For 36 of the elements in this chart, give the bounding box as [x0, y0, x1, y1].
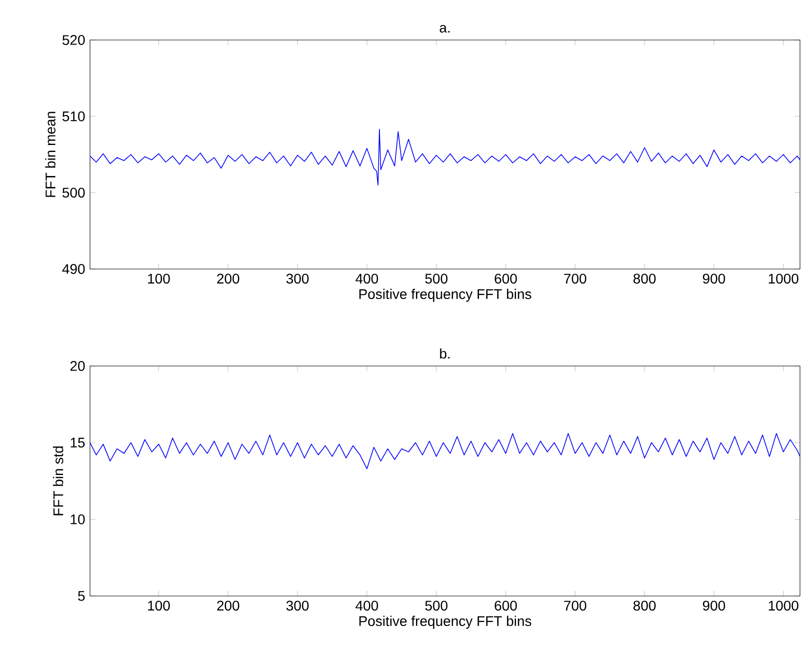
y-tick-label: 510: [62, 111, 85, 122]
x-tick-label: 500: [425, 274, 448, 284]
x-tick-label: 800: [633, 600, 656, 611]
chart-title: a.: [440, 24, 450, 33]
y-tick-label: 15: [70, 438, 85, 448]
line-series: [90, 433, 800, 470]
x-tick-label: 1000: [768, 600, 798, 611]
y-tick-label: 500: [62, 188, 85, 198]
y-tick-label: 520: [62, 35, 85, 45]
x-tick-label: 500: [425, 600, 448, 611]
chart-title: b.: [440, 348, 450, 359]
x-axis-title: Positive frequency FFT bins: [359, 288, 532, 302]
y-tick-label: 10: [70, 514, 85, 524]
x-tick-label: 400: [356, 600, 378, 611]
y-tick-label: 5: [78, 591, 85, 601]
x-tick-label: 900: [702, 274, 726, 284]
x-axis-title: Positive frequency FFT bins: [359, 616, 532, 629]
x-tick-label: 700: [564, 274, 586, 284]
x-tick-label: 800: [633, 274, 656, 284]
x-tick-label: 300: [286, 274, 309, 284]
x-tick-label: 700: [564, 600, 586, 611]
x-tick-label: 100: [148, 600, 170, 611]
x-tick-label: 600: [494, 600, 517, 611]
x-tick-label: 100: [148, 274, 170, 284]
x-tick-label: 400: [356, 274, 378, 284]
line-series: [90, 128, 800, 186]
y-axis-title: FFT bin mean: [45, 112, 56, 197]
y-axis-title: FFT bin std: [52, 446, 64, 516]
x-tick-label: 200: [217, 274, 240, 284]
x-tick-label: 200: [217, 600, 240, 611]
y-tick-label: 490: [62, 264, 85, 274]
x-tick-label: 1000: [768, 274, 798, 284]
y-tick-label: 20: [70, 361, 85, 371]
x-tick-label: 300: [286, 600, 309, 611]
x-tick-label: 600: [494, 274, 517, 284]
x-tick-label: 900: [702, 600, 726, 611]
